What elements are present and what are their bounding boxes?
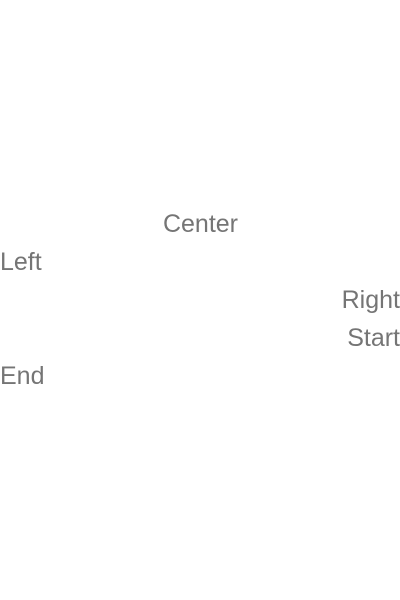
center-aligned-text: Center <box>162 210 239 238</box>
end-aligned-text: End <box>0 362 45 390</box>
right-aligned-text: Right <box>341 286 400 314</box>
left-aligned-text: Left <box>0 248 42 276</box>
start-aligned-text: Start <box>347 324 400 352</box>
text-alignment-list: Center Left Right Start End <box>0 205 400 395</box>
